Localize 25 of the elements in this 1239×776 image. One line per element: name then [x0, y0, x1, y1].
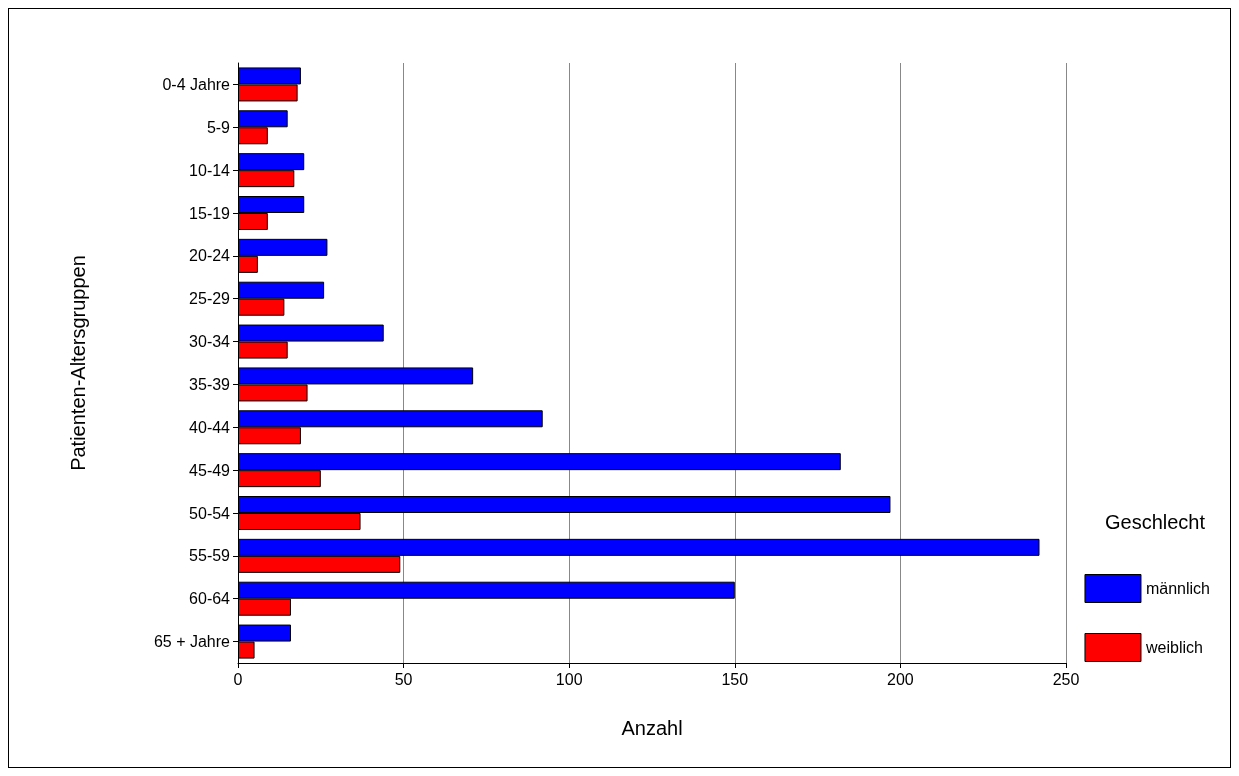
y-tick-label: 30-34 — [189, 333, 231, 351]
y-tick-label: 10-14 — [189, 161, 231, 179]
x-axis-title: Anzahl — [621, 717, 683, 739]
y-tick-label: 55-59 — [189, 547, 231, 565]
x-tick-label: 150 — [721, 670, 749, 688]
x-tick-label: 250 — [1052, 670, 1080, 688]
y-tick-label: 45-49 — [189, 461, 231, 479]
legend-label: weiblich — [1144, 639, 1203, 656]
y-tick-label: 50-54 — [189, 504, 231, 522]
y-tick-label: 40-44 — [189, 418, 231, 436]
legend-label: männlich — [1145, 580, 1210, 597]
x-tick-label: 100 — [555, 670, 583, 688]
y-tick-label: 5-9 — [206, 118, 231, 136]
y-tick-label: 20-24 — [189, 247, 231, 265]
y-axis-title: Patienten-Altersgruppen — [67, 255, 89, 471]
legend-title: Geschlecht — [1104, 511, 1206, 533]
x-tick-label: 200 — [887, 670, 914, 688]
y-tick-label: 60-64 — [189, 590, 231, 608]
x-tick-label: 50 — [394, 670, 413, 688]
x-tick-label: 0 — [233, 670, 243, 688]
y-tick-label: 25-29 — [189, 290, 231, 308]
y-tick-label: 15-19 — [189, 204, 231, 222]
y-tick-label: 0-4 Jahre — [162, 75, 231, 93]
y-tick-label: 35-39 — [189, 375, 231, 393]
y-tick-label: 65 + Jahre — [153, 633, 231, 651]
